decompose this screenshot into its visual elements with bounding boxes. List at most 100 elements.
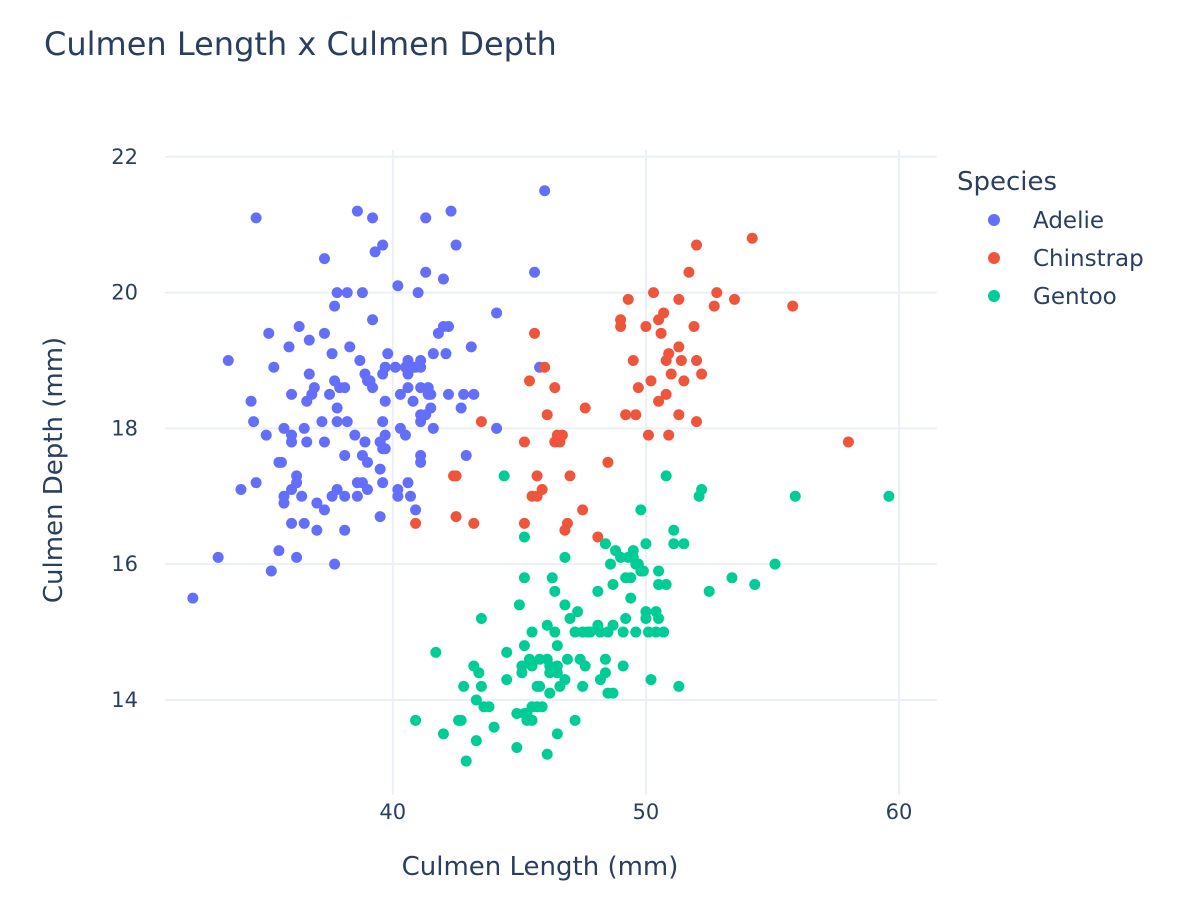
data-point	[620, 612, 632, 624]
data-point	[531, 470, 543, 482]
data-point	[625, 572, 637, 584]
data-point	[412, 287, 424, 299]
data-point	[410, 517, 422, 529]
data-point	[632, 382, 644, 394]
data-point	[842, 436, 854, 448]
data-point	[460, 450, 472, 462]
series-chinstrap	[410, 232, 854, 543]
data-point	[569, 626, 581, 638]
data-point	[630, 626, 642, 638]
data-point	[402, 477, 414, 489]
data-point	[539, 185, 551, 197]
data-point	[615, 551, 627, 563]
data-point	[599, 667, 611, 679]
data-point	[749, 579, 761, 591]
data-point	[607, 579, 619, 591]
data-point	[369, 246, 381, 258]
data-point	[549, 626, 561, 638]
data-point	[359, 436, 371, 448]
data-point	[268, 361, 280, 373]
data-point	[658, 626, 670, 638]
data-point	[584, 626, 596, 638]
data-point	[293, 321, 305, 333]
data-point	[392, 280, 404, 292]
data-point	[212, 551, 224, 563]
data-point	[511, 708, 523, 720]
data-point	[536, 483, 548, 495]
data-point	[559, 551, 571, 563]
data-point	[518, 531, 530, 543]
data-point	[599, 653, 611, 665]
data-point	[250, 477, 262, 489]
data-point	[678, 375, 690, 387]
data-point	[561, 653, 573, 665]
data-point	[311, 524, 323, 536]
data-point	[296, 490, 308, 502]
legend-label: Chinstrap	[1033, 246, 1144, 272]
y-tick-label: 16	[111, 552, 138, 576]
data-point	[311, 497, 323, 509]
data-point	[572, 606, 584, 618]
data-point	[668, 524, 680, 536]
data-point	[318, 327, 330, 339]
data-point	[377, 416, 389, 428]
data-point	[534, 653, 546, 665]
data-point	[382, 348, 394, 360]
data-point	[377, 477, 389, 489]
data-point	[569, 714, 581, 726]
data-point	[501, 646, 513, 658]
data-point	[696, 368, 708, 380]
data-point	[430, 646, 442, 658]
data-point	[559, 599, 571, 611]
data-point	[653, 612, 665, 624]
data-point	[729, 293, 741, 305]
data-point	[650, 626, 662, 638]
data-point	[683, 266, 695, 278]
data-point	[617, 660, 629, 672]
series-gentoo	[410, 470, 895, 767]
legend-marker	[988, 290, 1000, 302]
data-point	[523, 375, 535, 387]
data-point	[344, 341, 356, 353]
data-point	[222, 354, 234, 366]
data-point	[286, 388, 298, 400]
data-point	[473, 667, 485, 679]
data-point	[440, 348, 452, 360]
data-point	[518, 640, 530, 652]
data-point	[427, 422, 439, 434]
data-point	[617, 626, 629, 638]
data-point	[379, 429, 391, 441]
data-point	[787, 300, 799, 312]
data-point	[250, 212, 262, 224]
data-point	[316, 416, 328, 428]
data-point	[592, 585, 604, 597]
data-point	[544, 660, 556, 672]
data-point	[458, 388, 470, 400]
data-point	[630, 409, 642, 421]
data-point	[534, 680, 546, 692]
y-axis-title: Culmen Depth (mm)	[39, 337, 69, 603]
data-point	[541, 409, 553, 421]
data-point	[379, 361, 391, 373]
data-point	[275, 456, 287, 468]
data-point	[564, 470, 576, 482]
data-point	[308, 382, 320, 394]
data-point	[465, 341, 477, 353]
data-point	[415, 354, 427, 366]
data-point	[491, 422, 503, 434]
data-point	[298, 422, 310, 434]
data-point	[392, 483, 404, 495]
data-point	[551, 728, 563, 740]
data-point	[627, 354, 639, 366]
legend-marker	[988, 252, 1000, 264]
x-gridlines	[391, 150, 901, 795]
data-point	[883, 490, 895, 502]
data-point	[675, 354, 687, 366]
data-point	[615, 314, 627, 326]
data-point	[341, 287, 353, 299]
data-point	[475, 416, 487, 428]
data-point	[303, 334, 315, 346]
data-point	[303, 368, 315, 380]
data-point	[513, 599, 525, 611]
data-point	[318, 504, 330, 516]
